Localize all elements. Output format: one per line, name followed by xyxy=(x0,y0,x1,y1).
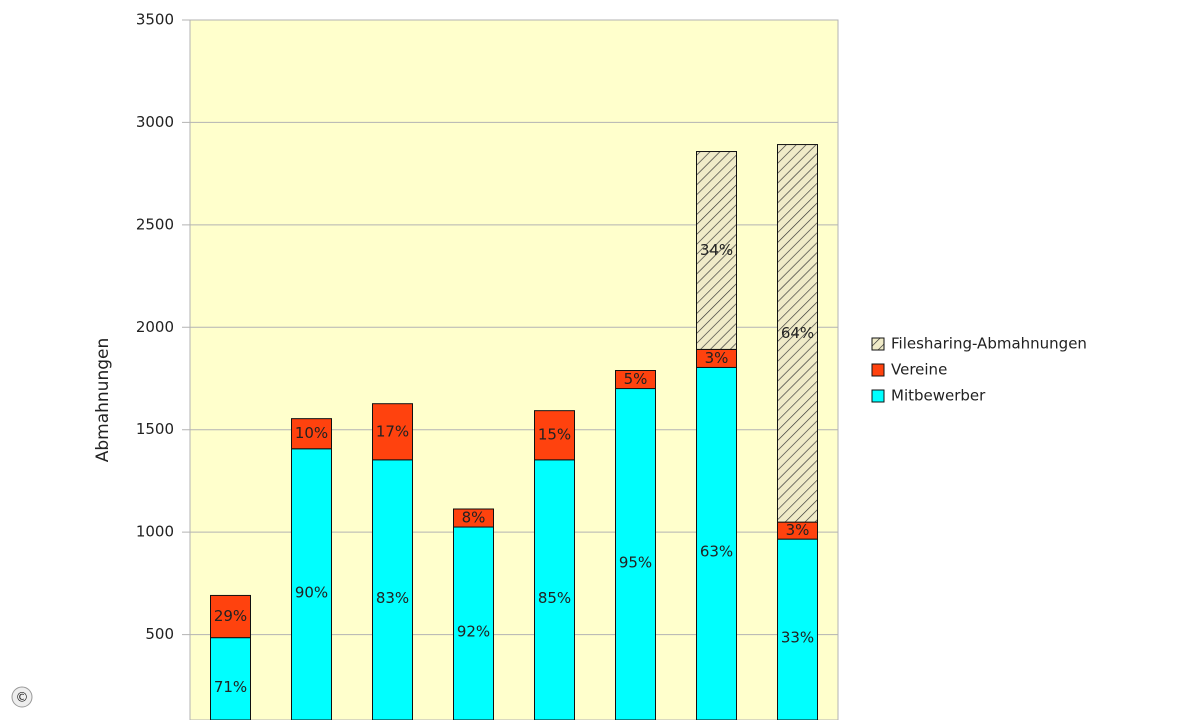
bar-segment xyxy=(372,403,413,461)
y-tick-label: 2000 xyxy=(136,318,174,336)
legend-label: Mitbewerber xyxy=(891,387,986,405)
legend-swatch xyxy=(871,389,885,403)
y-tick-label: 3500 xyxy=(136,11,174,29)
legend-swatch xyxy=(871,337,885,351)
bar-segment xyxy=(696,151,737,350)
data-label: 33% xyxy=(781,629,814,647)
legend-label: Vereine xyxy=(891,361,947,379)
y-tick-label: 1000 xyxy=(136,523,174,541)
y-tick-label: 500 xyxy=(145,625,174,643)
bar-segment xyxy=(453,526,494,720)
data-label: 63% xyxy=(700,543,733,561)
legend-label: Filesharing-Abmahnungen xyxy=(891,335,1087,353)
data-label: 64% xyxy=(781,324,814,342)
copyright: © xyxy=(16,691,29,706)
data-label: 3% xyxy=(786,521,810,539)
copyright-badge xyxy=(11,686,33,708)
y-tick-label: 3000 xyxy=(136,113,174,131)
legend-swatch xyxy=(871,363,885,377)
data-label: 90% xyxy=(295,583,328,601)
data-label: 5% xyxy=(624,370,648,388)
y-tick-label: 2500 xyxy=(136,215,174,233)
data-label: 29% xyxy=(214,607,247,625)
bar-segment xyxy=(534,410,575,461)
data-label: 10% xyxy=(295,424,328,442)
bar-segment xyxy=(453,508,494,528)
data-label: 95% xyxy=(619,553,652,571)
bar-segment xyxy=(777,538,818,720)
bar-segment xyxy=(777,144,818,523)
data-label: 71% xyxy=(214,678,247,696)
data-label: 34% xyxy=(700,241,733,259)
bar-segment xyxy=(534,459,575,720)
data-label: 85% xyxy=(538,589,571,607)
y-axis-label: Abmahnungen xyxy=(93,338,113,463)
data-label: 83% xyxy=(376,589,409,607)
data-label: 8% xyxy=(462,509,486,527)
data-label: 15% xyxy=(538,426,571,444)
bar-segment xyxy=(615,370,656,390)
y-tick-label: 1500 xyxy=(136,420,174,438)
bar-segment xyxy=(210,594,251,639)
bar-segment xyxy=(696,366,737,720)
bar-segment xyxy=(291,448,332,720)
data-label: 3% xyxy=(705,349,729,367)
bar-segment xyxy=(291,418,332,450)
data-label: 17% xyxy=(376,422,409,440)
bar-segment xyxy=(372,459,413,720)
plot-area xyxy=(189,19,839,720)
bar-segment xyxy=(615,388,656,720)
data-label: 92% xyxy=(457,623,490,641)
